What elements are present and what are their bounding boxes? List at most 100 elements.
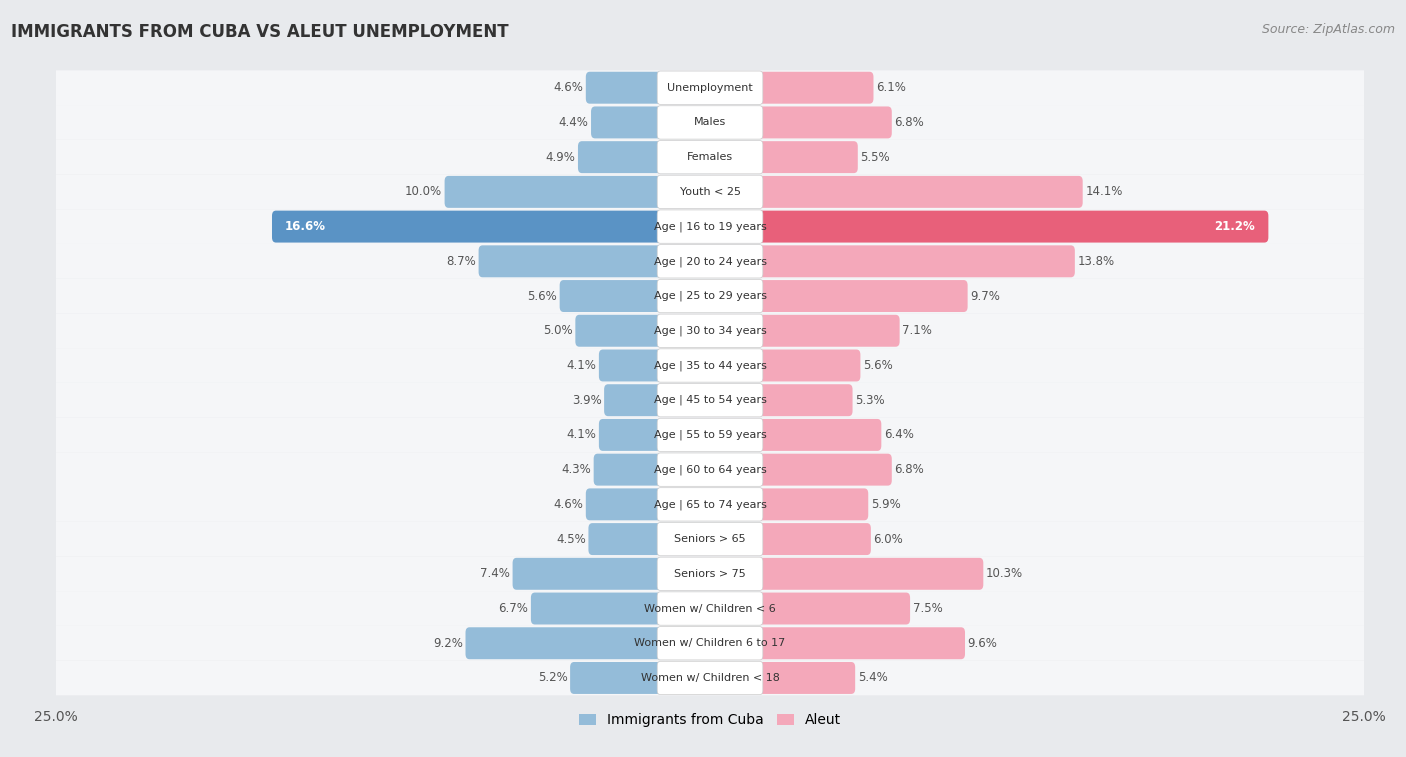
Text: Source: ZipAtlas.com: Source: ZipAtlas.com xyxy=(1261,23,1395,36)
Text: 6.4%: 6.4% xyxy=(884,428,914,441)
FancyBboxPatch shape xyxy=(657,557,763,590)
Text: 5.0%: 5.0% xyxy=(543,324,572,338)
FancyBboxPatch shape xyxy=(657,314,763,347)
FancyBboxPatch shape xyxy=(30,626,1391,661)
Text: 21.2%: 21.2% xyxy=(1215,220,1256,233)
FancyBboxPatch shape xyxy=(30,487,1391,522)
FancyBboxPatch shape xyxy=(569,662,714,694)
Text: 4.6%: 4.6% xyxy=(554,81,583,94)
FancyBboxPatch shape xyxy=(706,593,910,625)
FancyBboxPatch shape xyxy=(560,280,714,312)
Text: 6.7%: 6.7% xyxy=(498,602,529,615)
Text: 16.6%: 16.6% xyxy=(285,220,326,233)
FancyBboxPatch shape xyxy=(30,556,1391,591)
FancyBboxPatch shape xyxy=(30,209,1391,244)
FancyBboxPatch shape xyxy=(30,313,1391,348)
Text: Age | 60 to 64 years: Age | 60 to 64 years xyxy=(654,464,766,475)
Text: 4.5%: 4.5% xyxy=(555,533,586,546)
FancyBboxPatch shape xyxy=(657,522,763,556)
FancyBboxPatch shape xyxy=(599,419,714,451)
Text: 9.7%: 9.7% xyxy=(970,289,1000,303)
FancyBboxPatch shape xyxy=(513,558,714,590)
FancyBboxPatch shape xyxy=(706,176,1083,208)
Text: 5.5%: 5.5% xyxy=(860,151,890,164)
Text: 3.9%: 3.9% xyxy=(572,394,602,407)
FancyBboxPatch shape xyxy=(591,107,714,139)
FancyBboxPatch shape xyxy=(478,245,714,277)
Text: IMMIGRANTS FROM CUBA VS ALEUT UNEMPLOYMENT: IMMIGRANTS FROM CUBA VS ALEUT UNEMPLOYME… xyxy=(11,23,509,41)
FancyBboxPatch shape xyxy=(657,106,763,139)
Text: Age | 45 to 54 years: Age | 45 to 54 years xyxy=(654,395,766,406)
FancyBboxPatch shape xyxy=(30,279,1391,313)
FancyBboxPatch shape xyxy=(706,558,983,590)
Text: Age | 20 to 24 years: Age | 20 to 24 years xyxy=(654,256,766,266)
Text: 6.1%: 6.1% xyxy=(876,81,905,94)
Text: Age | 65 to 74 years: Age | 65 to 74 years xyxy=(654,499,766,509)
FancyBboxPatch shape xyxy=(531,593,714,625)
FancyBboxPatch shape xyxy=(706,142,858,173)
Text: 5.6%: 5.6% xyxy=(863,359,893,372)
FancyBboxPatch shape xyxy=(706,523,870,555)
Text: 4.6%: 4.6% xyxy=(554,498,583,511)
Text: Seniors > 75: Seniors > 75 xyxy=(673,569,747,579)
FancyBboxPatch shape xyxy=(30,70,1391,105)
FancyBboxPatch shape xyxy=(30,418,1391,452)
Text: 13.8%: 13.8% xyxy=(1077,255,1115,268)
Text: 5.4%: 5.4% xyxy=(858,671,887,684)
Text: Age | 55 to 59 years: Age | 55 to 59 years xyxy=(654,430,766,440)
Text: Males: Males xyxy=(695,117,725,127)
Text: Seniors > 65: Seniors > 65 xyxy=(675,534,745,544)
Text: 4.3%: 4.3% xyxy=(561,463,591,476)
FancyBboxPatch shape xyxy=(706,628,965,659)
FancyBboxPatch shape xyxy=(706,662,855,694)
FancyBboxPatch shape xyxy=(706,315,900,347)
FancyBboxPatch shape xyxy=(30,452,1391,487)
Text: Age | 35 to 44 years: Age | 35 to 44 years xyxy=(654,360,766,371)
FancyBboxPatch shape xyxy=(599,350,714,382)
FancyBboxPatch shape xyxy=(271,210,714,242)
Text: 9.2%: 9.2% xyxy=(433,637,463,650)
FancyBboxPatch shape xyxy=(657,175,763,208)
FancyBboxPatch shape xyxy=(605,385,714,416)
FancyBboxPatch shape xyxy=(30,522,1391,556)
FancyBboxPatch shape xyxy=(30,591,1391,626)
FancyBboxPatch shape xyxy=(30,140,1391,175)
Text: 10.3%: 10.3% xyxy=(986,567,1024,581)
Text: Women w/ Children 6 to 17: Women w/ Children 6 to 17 xyxy=(634,638,786,648)
Text: 6.8%: 6.8% xyxy=(894,463,924,476)
FancyBboxPatch shape xyxy=(30,348,1391,383)
FancyBboxPatch shape xyxy=(30,383,1391,418)
FancyBboxPatch shape xyxy=(586,72,714,104)
FancyBboxPatch shape xyxy=(657,488,763,521)
Text: 5.9%: 5.9% xyxy=(870,498,901,511)
Text: 5.6%: 5.6% xyxy=(527,289,557,303)
FancyBboxPatch shape xyxy=(657,453,763,486)
Text: 10.0%: 10.0% xyxy=(405,185,441,198)
Text: 4.1%: 4.1% xyxy=(567,359,596,372)
FancyBboxPatch shape xyxy=(706,107,891,139)
FancyBboxPatch shape xyxy=(444,176,714,208)
FancyBboxPatch shape xyxy=(589,523,714,555)
FancyBboxPatch shape xyxy=(30,175,1391,209)
Text: 7.1%: 7.1% xyxy=(903,324,932,338)
FancyBboxPatch shape xyxy=(657,349,763,382)
Text: 7.5%: 7.5% xyxy=(912,602,942,615)
FancyBboxPatch shape xyxy=(706,488,869,520)
Text: 7.4%: 7.4% xyxy=(479,567,510,581)
FancyBboxPatch shape xyxy=(657,210,763,243)
Text: 8.7%: 8.7% xyxy=(446,255,477,268)
FancyBboxPatch shape xyxy=(706,350,860,382)
Text: 6.0%: 6.0% xyxy=(873,533,903,546)
Text: Women w/ Children < 18: Women w/ Children < 18 xyxy=(641,673,779,683)
Text: 4.4%: 4.4% xyxy=(558,116,589,129)
FancyBboxPatch shape xyxy=(706,210,1268,242)
FancyBboxPatch shape xyxy=(657,592,763,625)
FancyBboxPatch shape xyxy=(706,245,1074,277)
FancyBboxPatch shape xyxy=(465,628,714,659)
Text: 5.2%: 5.2% xyxy=(537,671,568,684)
FancyBboxPatch shape xyxy=(657,627,763,660)
FancyBboxPatch shape xyxy=(706,419,882,451)
Text: Women w/ Children < 6: Women w/ Children < 6 xyxy=(644,603,776,613)
FancyBboxPatch shape xyxy=(578,142,714,173)
Text: Age | 16 to 19 years: Age | 16 to 19 years xyxy=(654,221,766,232)
